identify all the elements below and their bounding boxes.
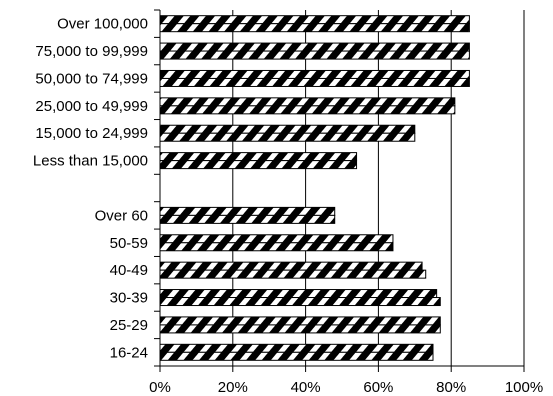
bar-lower-3: [159, 105, 456, 115]
bar-lower-8: [159, 242, 394, 252]
bar-upper-4: [159, 124, 416, 134]
bar-lower-4: [159, 132, 416, 142]
category-label-5: Less than 15,000: [33, 153, 148, 170]
category-label-10: 30-39: [110, 290, 148, 307]
x-tick-label-5: 100%: [505, 379, 543, 396]
bar-lower-0: [159, 23, 470, 33]
bar-upper-2: [159, 69, 470, 79]
category-label-8: 50-59: [110, 235, 148, 252]
gridlines: [232, 10, 525, 366]
axes: [154, 9, 525, 372]
category-label-3: 25,000 to 49,999: [35, 98, 148, 115]
category-label-12: 16-24: [110, 344, 148, 361]
category-labels: Over 100,000 75,000 to 99,999 50,000 to 74…: [33, 16, 148, 362]
category-label-2: 50,000 to 74,999: [35, 70, 148, 87]
bar-lower-12: [159, 351, 434, 361]
bar-upper-3: [159, 97, 456, 107]
bar-upper-7: [159, 206, 336, 216]
bar-upper-5: [159, 152, 358, 162]
x-tick-label-0: 0%: [149, 379, 171, 396]
bar-upper-10: [159, 289, 438, 299]
bar-upper-11: [159, 316, 441, 326]
category-label-4: 15,000 to 24,999: [35, 125, 148, 142]
x-tick-labels: 0% 20% 40% 60% 80% 100%: [149, 379, 543, 396]
bar-upper-1: [159, 42, 470, 52]
x-tick-label-4: 80%: [436, 379, 466, 396]
category-label-7: Over 60: [95, 207, 148, 224]
bars: [159, 15, 470, 361]
x-tick-label-3: 60%: [363, 379, 393, 396]
bar-lower-2: [159, 77, 470, 87]
bar-lower-11: [159, 324, 441, 334]
category-label-11: 25-29: [110, 317, 148, 334]
bar-lower-7: [159, 214, 336, 224]
x-tick-label-2: 40%: [291, 379, 321, 396]
category-label-1: 75,000 to 99,999: [35, 43, 148, 60]
bar-upper-9: [159, 261, 423, 271]
bar-lower-9: [159, 269, 427, 279]
bar-lower-1: [159, 50, 470, 60]
bar-upper-0: [159, 15, 470, 25]
bar-lower-5: [159, 160, 358, 170]
category-label-0: Over 100,000: [57, 16, 148, 33]
bar-upper-12: [159, 343, 434, 353]
bar-upper-8: [159, 234, 394, 244]
category-label-9: 40-49: [110, 262, 148, 279]
bar-lower-10: [159, 297, 441, 307]
x-tick-label-1: 20%: [218, 379, 248, 396]
